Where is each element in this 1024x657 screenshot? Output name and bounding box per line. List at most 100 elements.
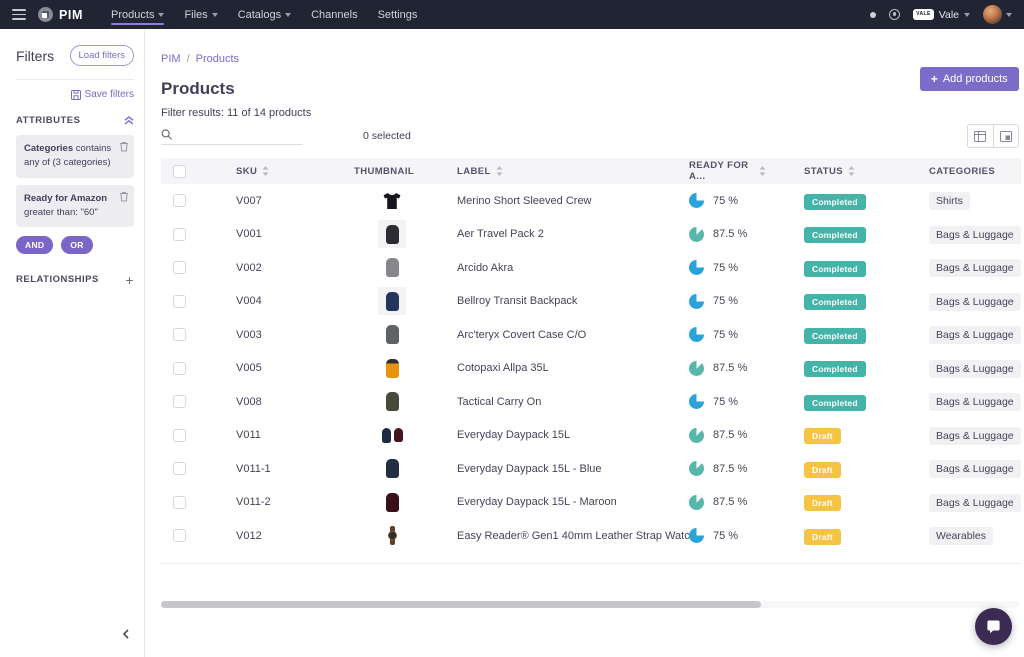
status-cell: Draft (766, 426, 881, 444)
org-name: Vale (939, 9, 959, 21)
sku-cell: V004 (206, 295, 326, 307)
row-checkbox[interactable] (173, 395, 186, 408)
table-view-button[interactable] (968, 125, 993, 147)
column-header-status[interactable]: STATUS (766, 166, 881, 177)
and-operator-button[interactable]: AND (16, 236, 53, 254)
search-input[interactable] (178, 128, 303, 140)
row-checkbox[interactable] (173, 529, 186, 542)
breadcrumb-current-link[interactable]: Products (196, 53, 239, 65)
table-row[interactable]: V005Cotopaxi Allpa 35L87.5 %CompletedBag… (161, 352, 1021, 386)
sku-cell: V012 (206, 530, 326, 542)
ready-percent: 87.5 % (713, 429, 747, 441)
table-row[interactable]: V004Bellroy Transit Backpack75 %Complete… (161, 285, 1021, 319)
trash-icon[interactable] (119, 141, 129, 152)
table-row[interactable]: V011-2Everyday Daypack 15L - Maroon87.5 … (161, 486, 1021, 520)
notification-dot-icon[interactable] (870, 12, 876, 18)
product-thumbnail (378, 220, 406, 248)
collapse-sidebar-button[interactable] (122, 629, 130, 639)
categories-cell: Bags & Luggage (881, 493, 1021, 512)
table-row[interactable]: V011-1Everyday Daypack 15L - Blue87.5 %D… (161, 452, 1021, 486)
select-all-checkbox[interactable] (173, 165, 186, 178)
page-title: Products (161, 79, 1024, 99)
nav-item-channels[interactable]: Channels (311, 0, 357, 29)
help-icon[interactable] (889, 9, 900, 20)
row-checkbox[interactable] (173, 362, 186, 375)
chat-widget-button[interactable] (975, 608, 1012, 645)
add-relationship-icon[interactable]: + (125, 275, 134, 285)
scrollbar-thumb[interactable] (161, 601, 761, 608)
column-header-ready-for-a-[interactable]: READY FOR A... (646, 160, 766, 182)
user-menu[interactable] (983, 5, 1012, 24)
row-checkbox[interactable] (173, 328, 186, 341)
save-filters-link[interactable]: Save filters (16, 89, 134, 100)
sort-icon[interactable] (262, 166, 269, 176)
gallery-view-button[interactable] (993, 125, 1018, 147)
ready-percent: 87.5 % (713, 228, 747, 240)
nav-item-label: Settings (378, 9, 418, 21)
column-label: THUMBNAIL (354, 166, 414, 177)
column-header-sku[interactable]: SKU (206, 166, 326, 177)
add-products-button[interactable]: + Add products (920, 67, 1019, 91)
chevron-down-icon (158, 13, 164, 17)
sort-icon[interactable] (496, 166, 503, 176)
table-row[interactable]: V007Merino Short Sleeved Crew75 %Complet… (161, 184, 1021, 218)
filter-condition: greater than: "60" (24, 207, 98, 218)
nav-item-products[interactable]: Products (111, 0, 164, 29)
nav-right: VALE Vale (870, 5, 1012, 24)
ready-for-amazon-cell: 75 % (646, 193, 766, 208)
brand-name: PIM (59, 8, 83, 22)
thumbnail-cell (326, 388, 416, 416)
category-chip: Bags & Luggage (929, 494, 1021, 512)
column-label: LABEL (457, 166, 491, 177)
sku-cell: V011 (206, 429, 326, 441)
table-row[interactable]: V012Easy Reader® Gen1 40mm Leather Strap… (161, 519, 1021, 553)
avatar (983, 5, 1002, 24)
load-filters-button[interactable]: Load filters (70, 45, 134, 66)
product-thumbnail (378, 455, 406, 483)
table-row[interactable]: V003Arc'teryx Covert Case C/O75 %Complet… (161, 318, 1021, 352)
table-header-row: SKUTHUMBNAILLABELREADY FOR A...STATUSCAT… (161, 158, 1021, 184)
breadcrumb-root-link[interactable]: PIM (161, 53, 181, 65)
product-thumbnail (378, 388, 406, 416)
search-box[interactable] (161, 128, 303, 145)
collapse-section-icon[interactable] (124, 116, 134, 125)
row-checkbox[interactable] (173, 194, 186, 207)
row-checkbox[interactable] (173, 496, 186, 509)
table-row[interactable]: V011Everyday Daypack 15L87.5 %DraftBags … (161, 419, 1021, 453)
horizontal-scrollbar[interactable] (161, 601, 1019, 608)
row-checkbox[interactable] (173, 228, 186, 241)
status-badge: Completed (804, 261, 866, 277)
table-row[interactable]: V002Arcido Akra75 %CompletedBags & Lugga… (161, 251, 1021, 285)
nav-item-settings[interactable]: Settings (378, 0, 418, 29)
or-operator-button[interactable]: OR (61, 236, 92, 254)
status-badge: Completed (804, 395, 866, 411)
row-checkbox[interactable] (173, 462, 186, 475)
pim-logo-icon (38, 7, 53, 22)
completeness-donut (689, 294, 704, 309)
table-row[interactable]: V001Aer Travel Pack 287.5 %CompletedBags… (161, 218, 1021, 252)
ready-for-amazon-cell: 75 % (646, 260, 766, 275)
row-checkbox[interactable] (173, 429, 186, 442)
label-cell: Arcido Akra (416, 262, 646, 274)
products-table: SKUTHUMBNAILLABELREADY FOR A...STATUSCAT… (161, 158, 1021, 553)
thumbnail-cell (326, 220, 416, 248)
trash-icon[interactable] (119, 191, 129, 202)
filter-chip: Ready for Amazon greater than: "60" (16, 185, 134, 228)
status-badge: Completed (804, 361, 866, 377)
chevron-down-icon (212, 13, 218, 17)
nav-item-files[interactable]: Files (184, 0, 217, 29)
nav-item-catalogs[interactable]: Catalogs (238, 0, 291, 29)
categories-cell: Bags & Luggage (881, 359, 1021, 378)
row-checkbox[interactable] (173, 295, 186, 308)
table-end-divider (161, 563, 1021, 564)
sort-icon[interactable] (759, 166, 766, 176)
top-navbar: PIM Products Files Catalogs Channels Setting… (0, 0, 1024, 29)
hamburger-menu-icon[interactable] (12, 9, 26, 20)
column-header-label[interactable]: LABEL (416, 166, 646, 177)
table-row[interactable]: V008Tactical Carry On75 %CompletedBags &… (161, 385, 1021, 419)
column-label: STATUS (804, 166, 843, 177)
org-switcher[interactable]: VALE Vale (913, 9, 970, 21)
sort-icon[interactable] (848, 166, 855, 176)
row-checkbox[interactable] (173, 261, 186, 274)
app-logo[interactable]: PIM (38, 7, 83, 22)
